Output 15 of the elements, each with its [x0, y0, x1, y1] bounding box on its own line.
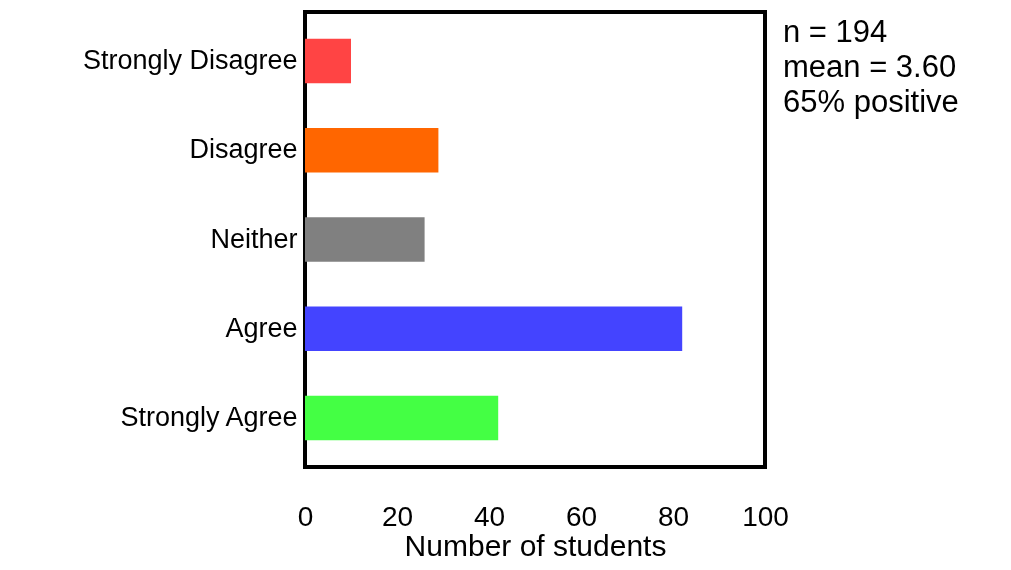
y-tick-label: Strongly Disagree: [82, 45, 298, 76]
x-tick-label: 0: [297, 500, 314, 532]
y-tick-label: Strongly Agree: [120, 401, 298, 432]
bar: [305, 127, 439, 173]
bar: [305, 217, 425, 262]
text: 65% positive: [783, 84, 959, 119]
y-tick-label: Neither: [210, 223, 298, 254]
text: mean = 3.60: [783, 49, 958, 84]
text: n = 194: [783, 14, 889, 49]
y-tick-label: Agree: [225, 312, 298, 343]
x-tick-label: 100: [742, 500, 789, 532]
bar: [305, 38, 351, 84]
bar: [305, 395, 499, 441]
bar: [305, 306, 683, 352]
y-tick-label: Disagree: [189, 134, 298, 165]
